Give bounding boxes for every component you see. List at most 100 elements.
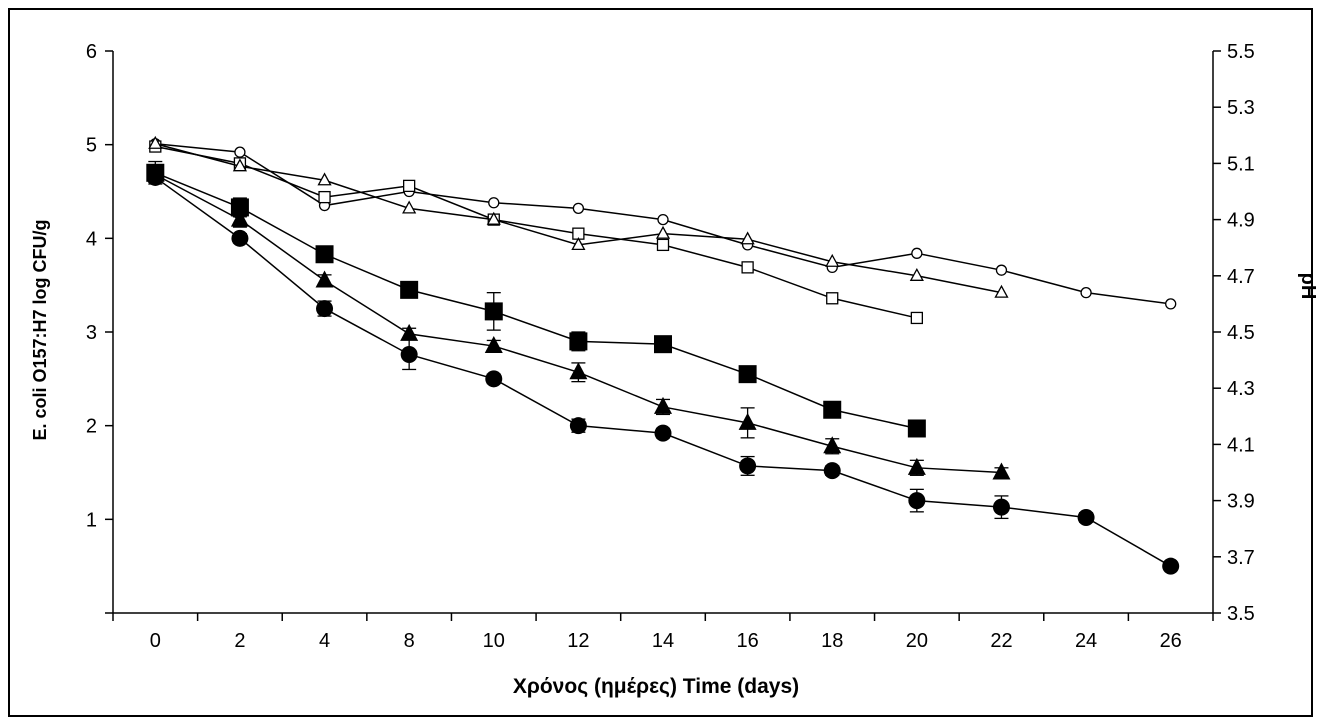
data-point: [825, 253, 840, 267]
data-point: [486, 211, 501, 225]
data-point: [569, 332, 588, 351]
data-point: [234, 146, 246, 158]
data-point: [400, 323, 419, 341]
data-point: [230, 209, 249, 227]
data-point: [146, 168, 164, 186]
x-axis-title: Χρόνος (ημέρες) Time (days): [513, 675, 799, 698]
data-point: [488, 197, 500, 209]
y2-tick-label: 4.3: [1227, 378, 1255, 400]
data-point: [654, 396, 672, 414]
data-point: [402, 200, 417, 214]
data-point: [741, 261, 754, 274]
y2-tick-label: 5.1: [1227, 153, 1255, 175]
data-point: [823, 436, 842, 454]
data-point: [569, 417, 587, 435]
y2-tick-label: 4.5: [1227, 322, 1255, 344]
data-point: [739, 457, 757, 475]
data-point: [907, 457, 926, 475]
x-tick-label: 20: [906, 630, 928, 652]
data-point: [148, 135, 163, 149]
series-open-square: [149, 140, 923, 325]
series-line: [155, 143, 1002, 294]
x-tick-label: 14: [652, 630, 674, 652]
data-point: [484, 302, 503, 321]
x-tick-label: 2: [234, 630, 245, 652]
data-point: [317, 172, 332, 186]
data-point: [907, 419, 926, 438]
y2-tick-label: 4.7: [1227, 266, 1255, 288]
y2-tick-label: 5.3: [1227, 97, 1255, 119]
x-tick-label: 24: [1075, 630, 1097, 652]
data-point: [400, 345, 418, 363]
y-tick-label: 6: [86, 41, 97, 63]
data-point: [994, 284, 1009, 298]
x-tick-label: 22: [990, 630, 1012, 652]
y2-tick-label: 3.9: [1227, 491, 1255, 513]
y2-axis-title: pH: [1297, 273, 1319, 300]
data-point: [992, 462, 1011, 480]
chart-frame: [8, 8, 1313, 717]
y-tick-label: 4: [86, 228, 97, 250]
data-point: [909, 267, 924, 281]
data-point: [1162, 557, 1180, 575]
data-point: [911, 247, 923, 259]
data-point: [316, 300, 334, 318]
series-layer: [146, 135, 1180, 575]
y2-tick-label: 3.7: [1227, 547, 1255, 569]
axes: 1234563.53.73.94.14.34.54.74.95.15.35.50…: [86, 41, 1255, 652]
data-point: [995, 264, 1008, 276]
x-tick-label: 26: [1160, 630, 1182, 652]
y-axis-title: E. coli O157:H7 log CFU/g: [30, 219, 50, 440]
series-open-circle: [149, 138, 1177, 310]
data-point: [738, 412, 757, 430]
data-point: [654, 335, 672, 354]
x-tick-label: 4: [319, 630, 330, 652]
data-point: [1080, 287, 1092, 299]
y-tick-label: 2: [86, 416, 97, 438]
data-point: [908, 492, 926, 510]
y2-tick-label: 3.5: [1227, 603, 1255, 625]
data-point: [657, 213, 669, 226]
data-point: [655, 225, 671, 239]
data-point: [569, 362, 588, 380]
data-point: [823, 462, 841, 480]
x-tick-label: 12: [567, 630, 589, 652]
y2-tick-label: 4.9: [1227, 210, 1255, 232]
y-tick-label: 5: [86, 135, 97, 157]
x-tick-label: 0: [150, 630, 161, 652]
series-line: [155, 172, 918, 430]
data-point: [484, 336, 503, 354]
x-tick-label: 8: [404, 630, 415, 652]
data-point: [1165, 298, 1177, 310]
x-tick-label: 18: [821, 630, 843, 652]
x-tick-label: 16: [736, 630, 758, 652]
data-point: [315, 245, 334, 264]
data-point: [403, 179, 416, 193]
data-point: [654, 424, 672, 442]
data-point: [318, 190, 331, 204]
y-tick-label: 3: [86, 322, 97, 344]
data-point: [400, 280, 419, 299]
data-point: [232, 158, 248, 172]
x-tick-label: 10: [483, 630, 505, 652]
series-filled-circle: [146, 168, 1180, 575]
y-tick-label: 1: [86, 509, 97, 531]
data-point: [656, 238, 670, 252]
y2-tick-label: 4.1: [1227, 434, 1255, 456]
data-point: [738, 365, 757, 384]
data-point: [740, 231, 755, 245]
y2-tick-label: 5.5: [1227, 41, 1255, 63]
data-point: [823, 400, 842, 419]
data-point: [231, 229, 249, 247]
series-open-triangle: [148, 135, 1009, 298]
series-filled-square: [146, 160, 926, 438]
data-point: [1077, 508, 1095, 526]
data-point: [485, 370, 503, 388]
data-point: [992, 498, 1010, 516]
series-line: [155, 145, 918, 319]
data-point: [315, 270, 334, 288]
data-point: [572, 202, 585, 215]
data-point: [826, 292, 839, 305]
data-point: [910, 311, 923, 325]
